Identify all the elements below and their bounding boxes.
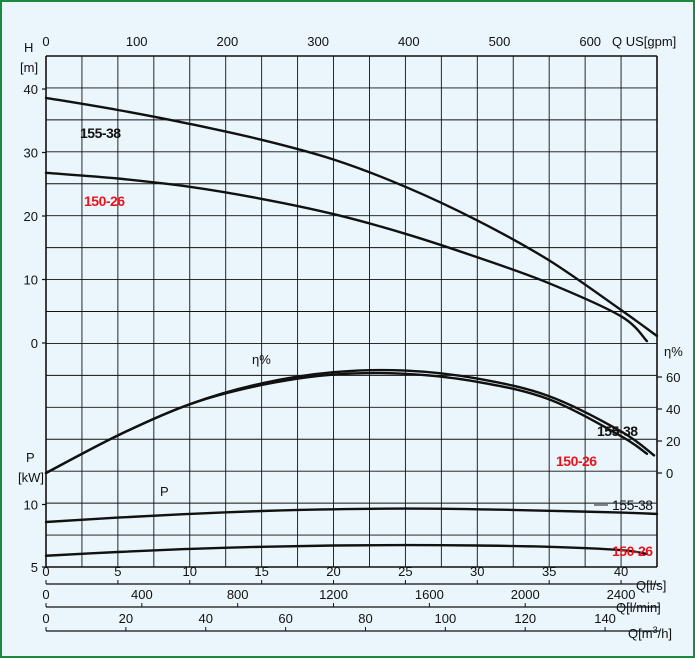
eta-tick-label: 40 bbox=[666, 402, 680, 417]
head-tick-label: 40 bbox=[24, 82, 38, 97]
eta-label-155-38: 155-38 bbox=[597, 423, 638, 439]
flow_ls-tick-label: 5 bbox=[114, 564, 121, 579]
efficiency-curve-150-26 bbox=[44, 371, 649, 475]
flow_m3h-tick-label: 120 bbox=[514, 611, 536, 626]
flow_lmin-tick-label: 1600 bbox=[415, 587, 444, 602]
gpm-tick-label: 400 bbox=[398, 34, 420, 49]
head-tick-label: 10 bbox=[24, 273, 38, 288]
power-axis-label: P bbox=[26, 450, 35, 465]
gpm-tick-label: 600 bbox=[579, 34, 601, 49]
head-label-155-38: 155-38 bbox=[80, 125, 121, 141]
head-tick-label: 0 bbox=[31, 336, 38, 351]
axis-labels: H [m] Q US[gpm] η% P [kW] Q[l/s] Q[l/min… bbox=[18, 34, 683, 641]
power-curve-150-26 bbox=[44, 543, 649, 557]
ls-axis-label: Q[l/s] bbox=[636, 578, 666, 593]
eta-axis-label-right: η% bbox=[664, 344, 683, 359]
flow_m3h-tick-label: 140 bbox=[594, 611, 616, 626]
head-tick-label: 20 bbox=[24, 209, 38, 224]
p-curve-marker: P bbox=[160, 484, 169, 499]
flow_lmin-tick-label: 2000 bbox=[511, 587, 540, 602]
flow_ls-tick-label: 35 bbox=[542, 564, 556, 579]
gpm-tick-label: 300 bbox=[307, 34, 329, 49]
flow_lmin-tick-label: 400 bbox=[131, 587, 153, 602]
eta-tick-label: 60 bbox=[666, 370, 680, 385]
flow_ls-tick-label: 20 bbox=[326, 564, 340, 579]
gpm-tick-label: 500 bbox=[489, 34, 511, 49]
flow_lmin-tick-label: 2400 bbox=[607, 587, 636, 602]
eta-curve-marker: η% bbox=[252, 352, 271, 367]
eta-tick-label: 20 bbox=[666, 434, 680, 449]
eta-label-150-26: 150-26 bbox=[556, 453, 597, 469]
flow_m3h-tick-label: 0 bbox=[42, 611, 49, 626]
curve-labels: 155-38 150-26 155-38 150-26 155-38 150-2… bbox=[80, 125, 654, 559]
power-label-155-38: 155-38 bbox=[612, 497, 653, 513]
flow_lmin-tick-label: 0 bbox=[42, 587, 49, 602]
flow_m3h-tick-label: 40 bbox=[199, 611, 213, 626]
curves bbox=[44, 96, 659, 557]
tick-labels: 0 5 10 15 20 25 30 35 400 400 800 1200 1600 2000 24000… bbox=[24, 34, 681, 626]
flow_m3h-tick-label: 100 bbox=[434, 611, 456, 626]
flow_ls-tick-label: 40 bbox=[614, 564, 628, 579]
gpm-tick-label: 200 bbox=[217, 34, 239, 49]
flow_lmin-tick-label: 1200 bbox=[319, 587, 348, 602]
head-curve-155-38 bbox=[44, 96, 659, 338]
gpm-tick-label: 100 bbox=[126, 34, 148, 49]
power-tick-label: 10 bbox=[24, 498, 38, 513]
power-tick-label: 5 bbox=[31, 560, 38, 575]
lmin-axis-label: Q[l/min] bbox=[616, 600, 661, 615]
head-curve-150-26 bbox=[44, 171, 649, 343]
flow_ls-tick-label: 0 bbox=[42, 564, 49, 579]
head-axis-label: H bbox=[24, 40, 33, 55]
flow_ls-tick-label: 30 bbox=[470, 564, 484, 579]
gpm-tick-label: 0 bbox=[42, 34, 49, 49]
flow_m3h-tick-label: 80 bbox=[358, 611, 372, 626]
head-axis-unit: [m] bbox=[20, 60, 38, 75]
eta-tick-label: 0 bbox=[666, 466, 673, 481]
grid bbox=[42, 55, 662, 632]
flow_lmin-tick-label: 800 bbox=[227, 587, 249, 602]
flow_ls-tick-label: 15 bbox=[254, 564, 268, 579]
flow_m3h-tick-label: 60 bbox=[278, 611, 292, 626]
flow_ls-tick-label: 25 bbox=[398, 564, 412, 579]
flow_m3h-tick-label: 20 bbox=[119, 611, 133, 626]
m3h-axis-label: Q[m3/h] bbox=[628, 625, 672, 641]
flow_ls-tick-label: 10 bbox=[183, 564, 197, 579]
head-tick-label: 30 bbox=[24, 146, 38, 161]
gpm-axis-label: Q US[gpm] bbox=[612, 34, 676, 49]
head-label-150-26: 150-26 bbox=[84, 193, 125, 209]
power-curve-155-38 bbox=[44, 507, 659, 524]
power-axis-unit: [kW] bbox=[18, 470, 44, 485]
power-label-150-26: 150-26 bbox=[612, 543, 653, 559]
